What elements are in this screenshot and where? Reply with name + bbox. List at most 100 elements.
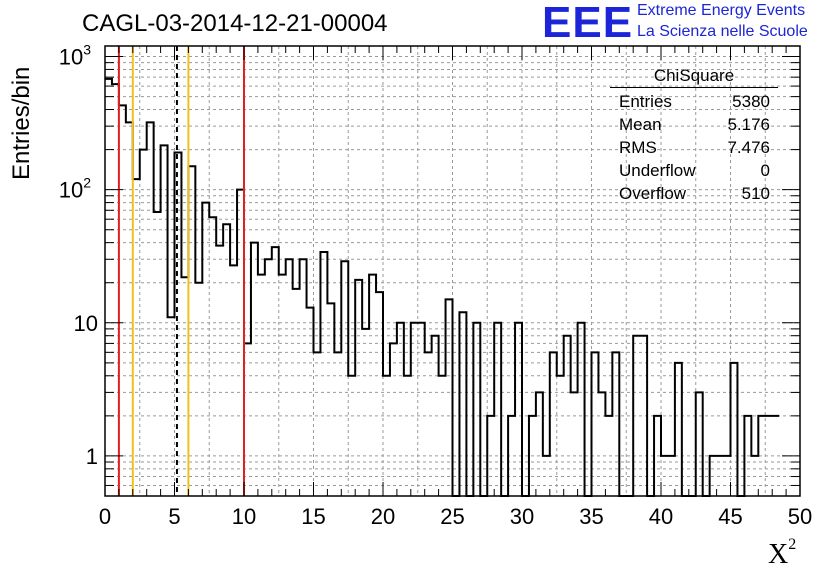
histogram-bin: [772, 416, 779, 496]
logo-line-2: La Scienza nelle Scuole: [637, 23, 808, 40]
stats-label: Mean: [619, 115, 662, 134]
histogram-bin: [571, 392, 578, 496]
histogram-bin: [751, 456, 758, 496]
x-axis-label-base: X: [768, 539, 789, 570]
x-axis-label-superscript: 2: [788, 536, 797, 553]
histogram-bin: [654, 416, 661, 496]
x-tick-label: 50: [788, 504, 812, 529]
histogram-bin: [459, 312, 466, 496]
histogram-bin: [355, 280, 362, 496]
stats-label: RMS: [619, 138, 657, 157]
histogram-bin: [418, 323, 425, 496]
histogram-bin: [154, 212, 161, 496]
histogram-bin: [668, 456, 675, 496]
histogram-bin: [633, 336, 640, 496]
stats-label: Underflow: [619, 161, 696, 180]
x-tick-label: 35: [579, 504, 603, 529]
x-tick-label: 45: [718, 504, 742, 529]
histogram-bin: [133, 179, 140, 496]
histogram-bin: [327, 303, 334, 496]
x-tick-label: 15: [301, 504, 325, 529]
histogram-bin: [536, 392, 543, 496]
histogram-bin: [168, 317, 175, 496]
histogram-bin: [473, 323, 480, 496]
stats-value: 510: [741, 184, 770, 203]
histogram-bin: [557, 376, 564, 496]
histogram-bin: [362, 329, 369, 496]
stats-row-mean: Mean 5.176: [610, 113, 778, 136]
histogram-bin: [564, 336, 571, 496]
histogram-bin: [202, 203, 209, 496]
stats-row-rms: RMS 7.476: [610, 136, 778, 159]
histogram-bin: [258, 275, 265, 496]
histogram-bin: [383, 376, 390, 496]
histogram-bin: [529, 416, 536, 496]
histogram-bin: [731, 363, 738, 496]
histogram-bin: [758, 416, 765, 496]
histogram-bin: [765, 416, 772, 496]
histogram-bin: [605, 416, 612, 496]
histogram-bin: [251, 243, 258, 496]
histogram-bin: [216, 246, 223, 496]
x-tick-label: 25: [440, 504, 464, 529]
histogram-bin: [140, 150, 147, 496]
x-tick-label: 10: [232, 504, 256, 529]
histogram-bin: [147, 122, 154, 496]
histogram-bin: [119, 105, 126, 496]
histogram-bin: [320, 252, 327, 496]
histogram-bin: [508, 416, 515, 496]
histogram-bin: [369, 275, 376, 496]
histogram-bin: [397, 323, 404, 496]
histogram-bin: [334, 352, 341, 496]
chart-title: CAGL-03-2014-12-21-00004: [82, 10, 388, 37]
histogram-bin: [188, 166, 195, 496]
histogram-bin: [272, 247, 279, 496]
histogram-bin: [487, 416, 494, 496]
histogram-bin: [286, 259, 293, 496]
histogram-bin: [640, 336, 647, 496]
x-tick-label: 30: [510, 504, 534, 529]
histogram-bin: [661, 456, 668, 496]
histogram-bin: [425, 352, 432, 496]
histogram-bin: [376, 292, 383, 496]
histogram-bin: [209, 217, 216, 496]
histogram-bin: [237, 190, 244, 496]
y-tick-label: 1: [86, 444, 98, 469]
histogram-bin: [390, 343, 397, 496]
histogram-bin: [675, 363, 682, 496]
histogram-bin: [195, 283, 202, 496]
histogram-bin: [307, 308, 314, 496]
logo-line-1: Extreme Energy Events: [637, 2, 806, 19]
x-tick-label: 40: [649, 504, 673, 529]
histogram-bin: [348, 376, 355, 496]
y-axis-label: Entries/bin: [8, 66, 35, 180]
histogram-bin: [293, 289, 300, 496]
stats-label: Entries: [619, 92, 672, 111]
histogram-bin: [710, 456, 717, 496]
histogram-bin: [341, 261, 348, 496]
histogram-bin: [598, 392, 605, 496]
stats-box: ChiSquare Entries 5380 Mean 5.176 RMS 7.…: [610, 66, 778, 205]
histogram-bin: [175, 153, 182, 496]
stats-row-entries: Entries 5380: [610, 90, 778, 113]
histogram-bin: [432, 336, 439, 496]
y-tick-label: 103: [59, 42, 91, 70]
histogram-bin: [724, 456, 731, 496]
histogram-bin: [230, 265, 237, 496]
histogram-bin: [543, 456, 550, 496]
histogram-bin: [696, 392, 703, 496]
stats-value: 7.476: [727, 138, 770, 157]
eee-logo: EEE Extreme Energy Events La Scienza nel…: [542, 0, 832, 46]
eee-logo-mark: EEE: [542, 0, 634, 47]
stats-label: Overflow: [619, 184, 687, 203]
histogram-bin: [578, 323, 585, 496]
stats-value: 0: [760, 161, 770, 180]
stats-value: 5.176: [727, 115, 770, 134]
x-tick-label: 20: [371, 504, 395, 529]
histogram-bin: [314, 352, 321, 496]
histogram-bin: [279, 275, 286, 496]
histogram-bin: [744, 416, 751, 496]
histogram-bin: [300, 259, 307, 496]
histogram-bin: [126, 122, 133, 496]
histogram-bin: [446, 299, 453, 496]
